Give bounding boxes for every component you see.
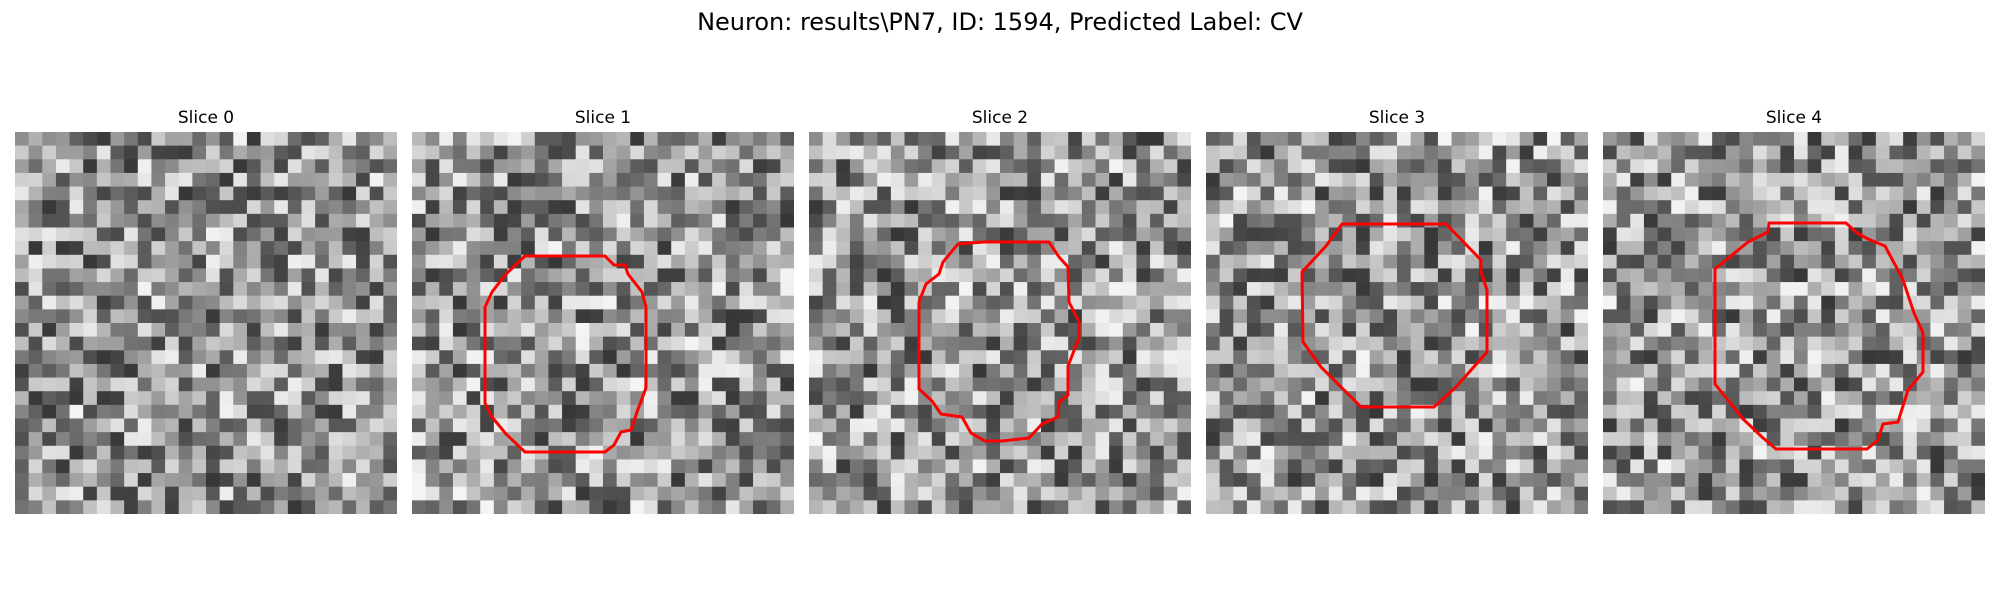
slice-panel-2: Slice 2 — [809, 108, 1191, 514]
slice-title: Slice 3 — [1368, 108, 1426, 128]
slice-title: Slice 1 — [574, 108, 632, 128]
slice-title: Slice 4 — [1765, 108, 1823, 128]
segmentation-contour — [1300, 222, 1489, 409]
pixel-grid — [1603, 132, 1985, 514]
segmentation-contour — [483, 254, 648, 454]
slice-title: Slice 0 — [177, 108, 235, 128]
pixel-grid — [15, 132, 397, 514]
slice-title: Slice 2 — [971, 108, 1029, 128]
pixel-grid — [809, 132, 1191, 514]
segmentation-contour — [917, 240, 1081, 443]
slice-panel-3: Slice 3 — [1206, 108, 1588, 514]
slice-panel-0: Slice 0 — [15, 108, 397, 514]
pixel-grid — [412, 132, 794, 514]
slice-image — [809, 132, 1191, 514]
figure-title: Neuron: results\PN7, ID: 1594, Predicted… — [697, 8, 1303, 36]
slice-panel-1: Slice 1 — [412, 108, 794, 514]
pixel-grid — [1206, 132, 1588, 514]
slice-image — [412, 132, 794, 514]
slice-panel-4: Slice 4 — [1603, 108, 1985, 514]
slice-image — [15, 132, 397, 514]
slice-image — [1206, 132, 1588, 514]
segmentation-contour — [1713, 221, 1925, 451]
slice-image — [1603, 132, 1985, 514]
